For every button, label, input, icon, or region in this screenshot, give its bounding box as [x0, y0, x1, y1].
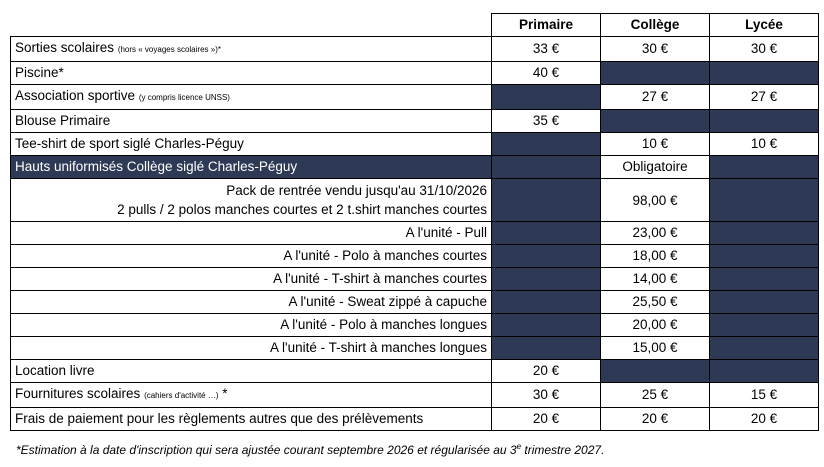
- cell-primaire-na: [491, 155, 601, 179]
- cell-college-na: [600, 359, 710, 383]
- cell-lycee-na: [709, 155, 819, 179]
- cell-college: 25,50 €: [600, 290, 710, 314]
- section-label: Hauts uniformisés Collège siglé Charles-…: [10, 155, 492, 179]
- row-label: Tee-shirt de sport siglé Charles-Péguy: [10, 132, 492, 156]
- cell-lycee-na: [709, 244, 819, 268]
- cell-lycee-na: [709, 359, 819, 383]
- row-label: Sorties scolaires (hors « voyages scolai…: [10, 36, 492, 62]
- cell-college: 10 €: [600, 132, 710, 156]
- cell-college: 20,00 €: [600, 313, 710, 337]
- row-label: Frais de paiement pour les règlements au…: [10, 407, 492, 431]
- pack-label: Pack de rentrée vendu jusqu'au 31/10/202…: [10, 178, 492, 222]
- cell-college: 25 €: [600, 382, 710, 408]
- cell-primaire-na: [491, 84, 601, 110]
- cell-primaire: 30 €: [491, 382, 601, 408]
- cell-primaire-na: [491, 178, 601, 222]
- cell-primaire: 35 €: [491, 109, 601, 133]
- item-label: A l'unité - Sweat zippé à capuche: [10, 290, 492, 314]
- cell-primaire-na: [491, 290, 601, 314]
- item-label: A l'unité - Pull: [10, 221, 492, 245]
- cell-lycee-na: [709, 221, 819, 245]
- cell-college: 15,00 €: [600, 336, 710, 360]
- cell-primaire: 20 €: [491, 359, 601, 383]
- table-row-association: Association sportive (y compris licence …: [10, 84, 819, 110]
- table-row-uniform-section: Hauts uniformisés Collège siglé Charles-…: [10, 155, 819, 179]
- cell-lycee: 20 €: [709, 407, 819, 431]
- cell-college-na: [600, 109, 710, 133]
- cell-lycee-na: [709, 61, 819, 85]
- item-label: A l'unité - T-shirt à manches courtes: [10, 267, 492, 291]
- row-label: Location livre: [10, 359, 492, 383]
- table-row-unit-item: A l'unité - T-shirt à manches courtes 14…: [10, 267, 819, 291]
- cell-lycee: 10 €: [709, 132, 819, 156]
- table-row-teeshirt: Tee-shirt de sport siglé Charles-Péguy 1…: [10, 132, 819, 156]
- table-row-unit-item: A l'unité - Pull 23,00 €: [10, 221, 819, 245]
- cell-lycee: 30 €: [709, 36, 819, 62]
- header-blank-cell: [11, 14, 492, 37]
- cell-primaire-na: [491, 132, 601, 156]
- column-header-lycee: Lycée: [709, 13, 819, 37]
- cell-primaire-na: [491, 221, 601, 245]
- cell-college: 30 €: [600, 36, 710, 62]
- row-label: Blouse Primaire: [10, 109, 492, 133]
- item-label: A l'unité - Polo à manches courtes: [10, 244, 492, 268]
- item-label: A l'unité - T-shirt à manches longues: [10, 336, 492, 360]
- row-note: (y compris licence UNSS): [138, 93, 230, 102]
- table-row-unit-item: A l'unité - Polo à manches courtes 18,00…: [10, 244, 819, 268]
- table-header-row: Primaire Collège Lycée: [11, 13, 819, 37]
- cell-college-na: [600, 61, 710, 85]
- cell-lycee-na: [709, 178, 819, 222]
- item-label: A l'unité - Polo à manches longues: [10, 313, 492, 337]
- table-row-piscine: Piscine* 40 €: [10, 61, 819, 85]
- fees-table: Primaire Collège Lycée Sorties scolaires…: [10, 13, 819, 431]
- row-note: (cahiers d'activité …): [144, 391, 219, 400]
- cell-primaire-na: [491, 267, 601, 291]
- cell-primaire-na: [491, 313, 601, 337]
- table-row-blouse: Blouse Primaire 35 €: [10, 109, 819, 133]
- cell-lycee: 15 €: [709, 382, 819, 408]
- cell-lycee: 27 €: [709, 84, 819, 110]
- cell-lycee-na: [709, 109, 819, 133]
- row-label: Piscine*: [10, 61, 492, 85]
- cell-lycee-na: [709, 336, 819, 360]
- footnote: *Estimation à la date d'inscription qui …: [16, 442, 605, 457]
- cell-primaire: 20 €: [491, 407, 601, 431]
- cell-primaire: 33 €: [491, 36, 601, 62]
- table-row-sorties: Sorties scolaires (hors « voyages scolai…: [10, 36, 819, 62]
- table-row-pack: Pack de rentrée vendu jusqu'au 31/10/202…: [10, 178, 819, 222]
- cell-college: 14,00 €: [600, 267, 710, 291]
- table-row-unit-item: A l'unité - T-shirt à manches longues 15…: [10, 336, 819, 360]
- cell-college: 18,00 €: [600, 244, 710, 268]
- cell-primaire-na: [491, 336, 601, 360]
- cell-college: 20 €: [600, 407, 710, 431]
- cell-primaire-na: [491, 244, 601, 268]
- cell-college-status: Obligatoire: [600, 155, 710, 179]
- column-header-college: Collège: [600, 13, 710, 37]
- cell-lycee-na: [709, 290, 819, 314]
- cell-primaire: 40 €: [491, 61, 601, 85]
- table-row-frais-paiement: Frais de paiement pour les règlements au…: [10, 407, 819, 431]
- table-row-fournitures: Fournitures scolaires (cahiers d'activit…: [10, 382, 819, 408]
- row-note: (hors « voyages scolaires »)*: [117, 45, 221, 54]
- row-label: Association sportive (y compris licence …: [10, 84, 492, 110]
- column-header-primaire: Primaire: [491, 13, 601, 37]
- cell-college: 98,00 €: [600, 178, 710, 222]
- table-row-location-livre: Location livre 20 €: [10, 359, 819, 383]
- cell-lycee-na: [709, 313, 819, 337]
- table-row-unit-item: A l'unité - Sweat zippé à capuche 25,50 …: [10, 290, 819, 314]
- cell-college: 23,00 €: [600, 221, 710, 245]
- cell-college: 27 €: [600, 84, 710, 110]
- cell-lycee-na: [709, 267, 819, 291]
- table-row-unit-item: A l'unité - Polo à manches longues 20,00…: [10, 313, 819, 337]
- row-label: Fournitures scolaires (cahiers d'activit…: [10, 382, 492, 408]
